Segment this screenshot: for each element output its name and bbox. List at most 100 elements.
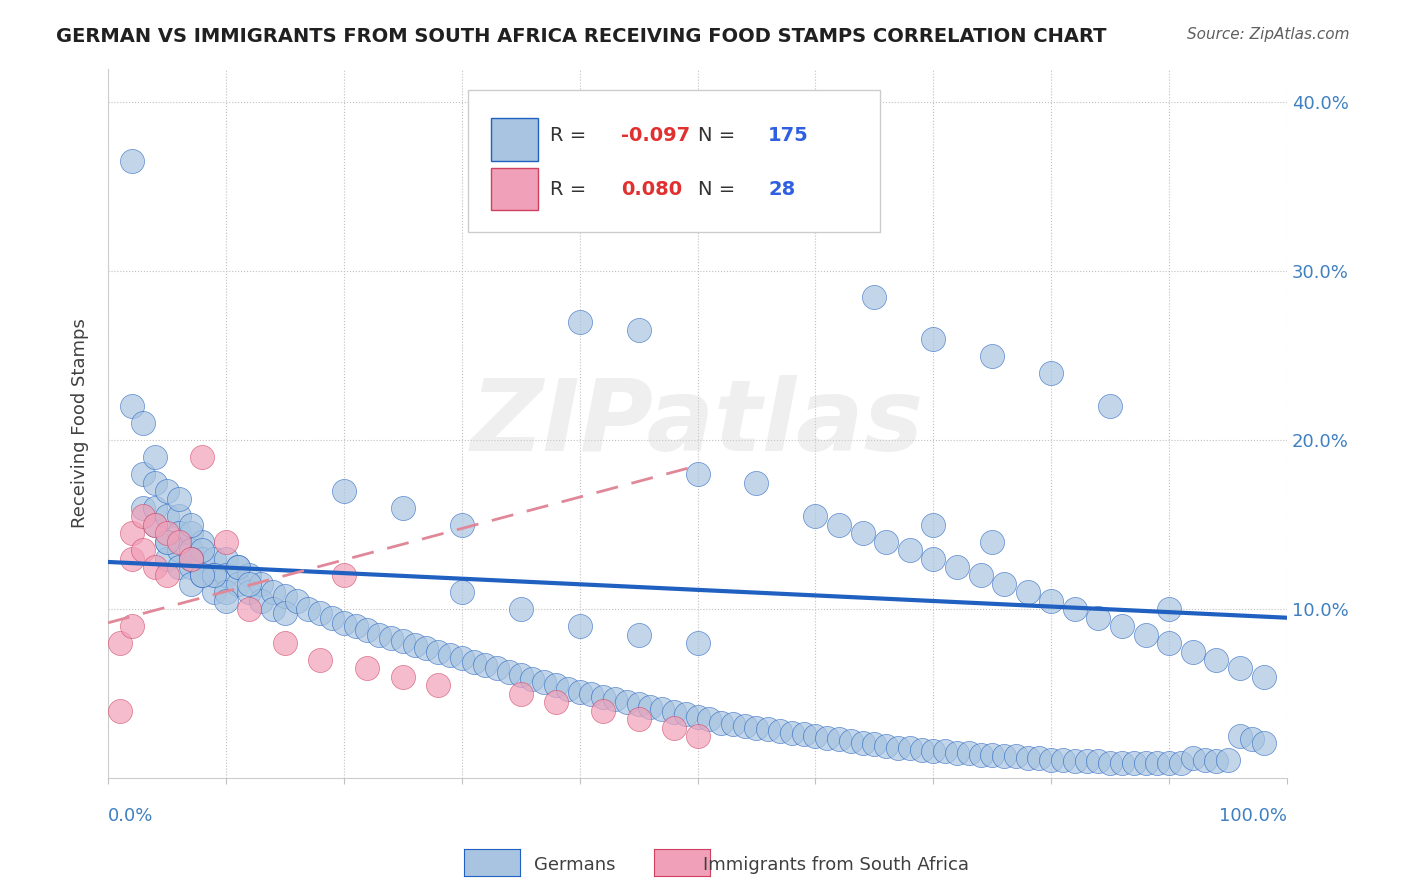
- Point: [1135, 756, 1157, 770]
- Point: [226, 560, 249, 574]
- Point: [839, 734, 862, 748]
- Point: [793, 727, 815, 741]
- Y-axis label: Receiving Food Stamps: Receiving Food Stamps: [72, 318, 89, 528]
- Point: [202, 568, 225, 582]
- Point: [180, 543, 202, 558]
- Point: [640, 700, 662, 714]
- Point: [1194, 753, 1216, 767]
- Point: [143, 450, 166, 465]
- Point: [274, 636, 297, 650]
- Point: [121, 619, 143, 633]
- Point: [686, 467, 709, 481]
- Point: [309, 653, 332, 667]
- Point: [274, 606, 297, 620]
- Point: [226, 560, 249, 574]
- Point: [1253, 736, 1275, 750]
- Point: [1205, 755, 1227, 769]
- Point: [875, 534, 897, 549]
- Point: [1159, 602, 1181, 616]
- Point: [121, 526, 143, 541]
- Point: [450, 517, 472, 532]
- Point: [745, 475, 768, 490]
- Point: [474, 658, 496, 673]
- Point: [167, 492, 190, 507]
- Point: [1135, 627, 1157, 641]
- Point: [699, 712, 721, 726]
- Point: [250, 594, 273, 608]
- Point: [651, 702, 673, 716]
- Point: [202, 551, 225, 566]
- Point: [226, 577, 249, 591]
- Point: [863, 290, 886, 304]
- Point: [238, 585, 260, 599]
- Point: [143, 517, 166, 532]
- Point: [568, 685, 591, 699]
- Point: [509, 668, 531, 682]
- Point: [1111, 619, 1133, 633]
- Point: [156, 534, 179, 549]
- Point: [1063, 602, 1085, 616]
- Point: [710, 715, 733, 730]
- Point: [191, 543, 214, 558]
- Point: [1052, 753, 1074, 767]
- Point: [191, 534, 214, 549]
- Point: [167, 543, 190, 558]
- Point: [568, 619, 591, 633]
- Point: [804, 171, 827, 186]
- Text: 100.0%: 100.0%: [1219, 807, 1286, 825]
- Point: [156, 568, 179, 582]
- Point: [946, 560, 969, 574]
- Point: [191, 450, 214, 465]
- Point: [1063, 755, 1085, 769]
- Point: [1087, 611, 1109, 625]
- Text: GERMAN VS IMMIGRANTS FROM SOUTH AFRICA RECEIVING FOOD STAMPS CORRELATION CHART: GERMAN VS IMMIGRANTS FROM SOUTH AFRICA R…: [56, 27, 1107, 45]
- Text: ZIPatlas: ZIPatlas: [471, 375, 924, 472]
- Point: [132, 509, 155, 524]
- Point: [544, 678, 567, 692]
- Point: [934, 744, 956, 758]
- Point: [143, 517, 166, 532]
- Point: [285, 594, 308, 608]
- Point: [180, 577, 202, 591]
- Point: [863, 738, 886, 752]
- Point: [215, 585, 238, 599]
- Point: [450, 585, 472, 599]
- Point: [922, 744, 945, 758]
- Point: [1111, 756, 1133, 770]
- Point: [1170, 756, 1192, 770]
- Point: [439, 648, 461, 662]
- Point: [1087, 755, 1109, 769]
- Point: [804, 509, 827, 524]
- Point: [627, 627, 650, 641]
- Point: [238, 602, 260, 616]
- Point: [1229, 729, 1251, 743]
- Point: [898, 740, 921, 755]
- Point: [180, 551, 202, 566]
- Point: [215, 594, 238, 608]
- Point: [627, 323, 650, 337]
- Point: [1253, 670, 1275, 684]
- Point: [957, 746, 980, 760]
- Point: [922, 517, 945, 532]
- Point: [180, 526, 202, 541]
- Point: [769, 723, 792, 738]
- Point: [132, 500, 155, 515]
- Point: [1181, 644, 1204, 658]
- Point: [321, 611, 343, 625]
- Point: [391, 634, 413, 648]
- Point: [946, 746, 969, 760]
- Point: [922, 332, 945, 346]
- Point: [391, 500, 413, 515]
- Point: [333, 568, 356, 582]
- Point: [981, 747, 1004, 762]
- Point: [1040, 366, 1063, 380]
- Point: [274, 589, 297, 603]
- Point: [981, 349, 1004, 363]
- Point: [180, 517, 202, 532]
- Point: [1205, 653, 1227, 667]
- Point: [1122, 756, 1144, 770]
- Point: [404, 638, 426, 652]
- Text: R =: R =: [550, 179, 593, 199]
- Point: [156, 526, 179, 541]
- Point: [1181, 751, 1204, 765]
